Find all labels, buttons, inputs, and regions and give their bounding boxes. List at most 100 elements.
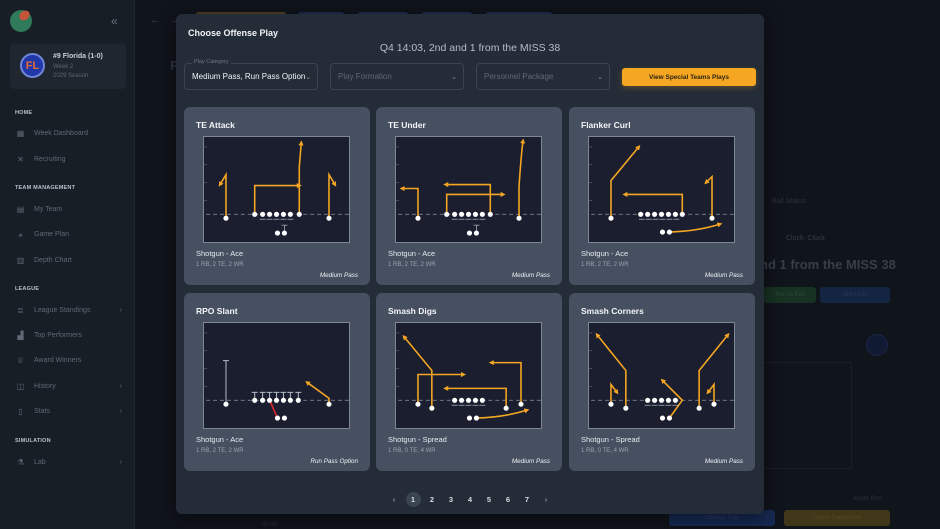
team-name: #9 Florida (1-0) — [53, 53, 103, 60]
depth-chart-icon: ▥ — [16, 255, 25, 265]
play-category-label: Play Category — [192, 59, 231, 65]
sidebar-item-label: Game Plan — [34, 230, 70, 238]
nav-section-home: HOME — [15, 110, 33, 116]
chevron-down-icon: ⌄ — [597, 74, 603, 81]
sidebar-item-label: League Standings — [34, 306, 91, 314]
choose-play-modal: Choose Offense Play Q4 14:03, 2nd and 1 … — [176, 14, 764, 514]
sidebar-item-my-team[interactable]: ▤ My Team — [16, 202, 124, 216]
play-diagram — [395, 136, 542, 243]
sidebar-item-history[interactable]: ◫ History › — [16, 379, 124, 393]
personnel-package-select[interactable]: Personnel Package ⌄ — [476, 63, 610, 90]
top-performers-icon: ▟ — [17, 330, 24, 340]
play-name: TE Under — [388, 120, 426, 130]
page-button-2[interactable]: 2 — [429, 495, 435, 504]
sidebar-item-week-dashboard[interactable]: ▦ Week Dashboard — [16, 126, 124, 140]
page-button-4[interactable]: 4 — [467, 495, 473, 504]
play-category-value: Medium Pass, Run Pass Option — [192, 72, 306, 81]
history-icon: ◫ — [16, 381, 25, 391]
trophy-icon: ♕ — [16, 355, 25, 365]
sidebar-item-label: History — [34, 382, 56, 390]
play-card-te-attack[interactable]: TE Attack Shotgun - Ace — [184, 107, 370, 285]
dashboard-icon: ▦ — [16, 128, 25, 138]
change-play-button: Change Play — [669, 510, 775, 526]
sidebar-item-label: Lab — [34, 458, 46, 466]
play-diagram — [395, 322, 542, 429]
play-category: Medium Pass — [704, 272, 743, 279]
page-button-6[interactable]: 6 — [505, 495, 511, 504]
bg-label: Ball Status — [772, 198, 806, 205]
play-formation: Shotgun - Ace — [196, 435, 244, 444]
play-personnel: 1 RB, 0 TE, 4 WR — [388, 448, 436, 454]
page-button-1[interactable]: 1 — [405, 492, 421, 507]
nav-forward-icon[interactable]: → — [170, 14, 181, 26]
play-name: Smash Corners — [581, 306, 644, 316]
play-formation: Shotgun - Spread — [581, 435, 640, 444]
team-season: 2029 Season — [53, 73, 89, 79]
sidebar-item-label: Depth Chart — [34, 256, 72, 264]
play-category: Medium Pass — [704, 458, 743, 465]
team-week: Week 2 — [53, 64, 74, 70]
play-card-te-under[interactable]: TE Under Shotgun - Ace — [376, 107, 562, 285]
game-plan-icon: ⚹ — [18, 229, 23, 239]
chevron-down-icon: ⌄ — [451, 74, 457, 81]
sidebar-item-top-performers[interactable]: ▟ Top Performers — [16, 328, 124, 342]
nav-back-icon[interactable]: ← — [150, 14, 161, 26]
team-card[interactable]: FL #9 Florida (1-0) Week 2 2029 Season — [10, 44, 126, 89]
page-button-3[interactable]: 3 — [448, 495, 454, 504]
play-personnel: 1 RB, 2 TE, 2 WR — [196, 262, 244, 268]
bg-inside-run: Inside Run — [853, 496, 882, 502]
sidebar-item-stats[interactable]: ▯ Stats › — [16, 404, 124, 418]
play-name: Flanker Curl — [581, 120, 631, 130]
sidebar-item-label: Week Dashboard — [34, 129, 88, 137]
stats-icon: ▯ — [18, 406, 23, 416]
play-category: Medium Pass — [319, 272, 358, 279]
play-formation-select[interactable]: Play Formation ⌄ — [330, 63, 464, 90]
collapse-sidebar-icon[interactable]: « — [111, 14, 118, 28]
pagination: ‹ 1 2 3 4 5 6 7 › — [176, 492, 764, 507]
play-card-smash-corners[interactable]: Smash Corners Shotgun - Sprea — [569, 293, 755, 471]
team-icon: ▤ — [16, 204, 25, 214]
sidebar: « FL #9 Florida (1-0) Week 2 2029 Season… — [0, 0, 135, 529]
sidebar-item-recruiting[interactable]: ✕ Recruiting — [16, 152, 124, 166]
recruiting-icon: ✕ — [17, 154, 24, 164]
view-special-teams-button[interactable]: View Special Teams Plays — [622, 68, 756, 86]
sidebar-item-league-standings[interactable]: ≣ League Standings › — [16, 303, 124, 317]
play-formation: Shotgun - Spread — [388, 435, 447, 444]
play-category: Run Pass Option — [310, 458, 358, 465]
prev-page-button[interactable]: ‹ — [392, 495, 396, 504]
nav-section-team-management: TEAM MANAGEMENT — [15, 185, 76, 191]
sidebar-item-game-plan[interactable]: ⚹ Game Plan — [16, 227, 124, 241]
play-category-select[interactable]: Play Category Medium Pass, Run Pass Opti… — [184, 59, 318, 90]
play-diagram — [588, 136, 735, 243]
bg-opponent-logo — [866, 334, 888, 356]
bg-page-title: P — [170, 58, 179, 73]
play-card-flanker-curl[interactable]: Flanker Curl Shotgun - Ace 1 RB, 2 — [569, 107, 755, 285]
sidebar-item-lab[interactable]: ⚗ Lab › — [16, 455, 124, 469]
sidebar-item-label: My Team — [34, 205, 63, 213]
play-personnel: 1 RB, 2 TE, 2 WR — [388, 262, 436, 268]
app-logo[interactable] — [10, 10, 32, 32]
play-formation: Shotgun - Ace — [581, 249, 629, 258]
play-card-rpo-slant[interactable]: RPO Slant — [184, 293, 370, 471]
play-diagram — [588, 322, 735, 429]
chevron-right-icon: › — [119, 382, 122, 390]
modal-title: Choose Offense Play — [188, 28, 279, 38]
sidebar-item-award-winners[interactable]: ♕ Award Winners — [16, 353, 124, 367]
bg-label: Clock: Clock — [786, 235, 825, 242]
play-card-smash-digs[interactable]: Smash Digs Shotgun - Spread — [376, 293, 562, 471]
play-formation: Shotgun - Ace — [388, 249, 436, 258]
bg-situation: nd 1 from the MISS 38 — [760, 257, 896, 272]
page-button-5[interactable]: 5 — [486, 495, 492, 504]
sidebar-item-label: Award Winners — [34, 356, 82, 364]
play-category: Medium Pass — [511, 272, 550, 279]
sidebar-item-depth-chart[interactable]: ▥ Depth Chart — [16, 253, 124, 267]
page-button-7[interactable]: 7 — [524, 495, 530, 504]
next-page-button[interactable]: › — [544, 495, 548, 504]
play-name: TE Attack — [196, 120, 235, 130]
play-category: Medium Pass — [511, 458, 550, 465]
play-personnel: 1 RB, 2 TE, 2 WR — [581, 262, 629, 268]
chevron-right-icon: › — [119, 407, 122, 415]
team-logo: FL — [20, 53, 45, 78]
nav-section-simulation: SIMULATION — [15, 438, 51, 444]
